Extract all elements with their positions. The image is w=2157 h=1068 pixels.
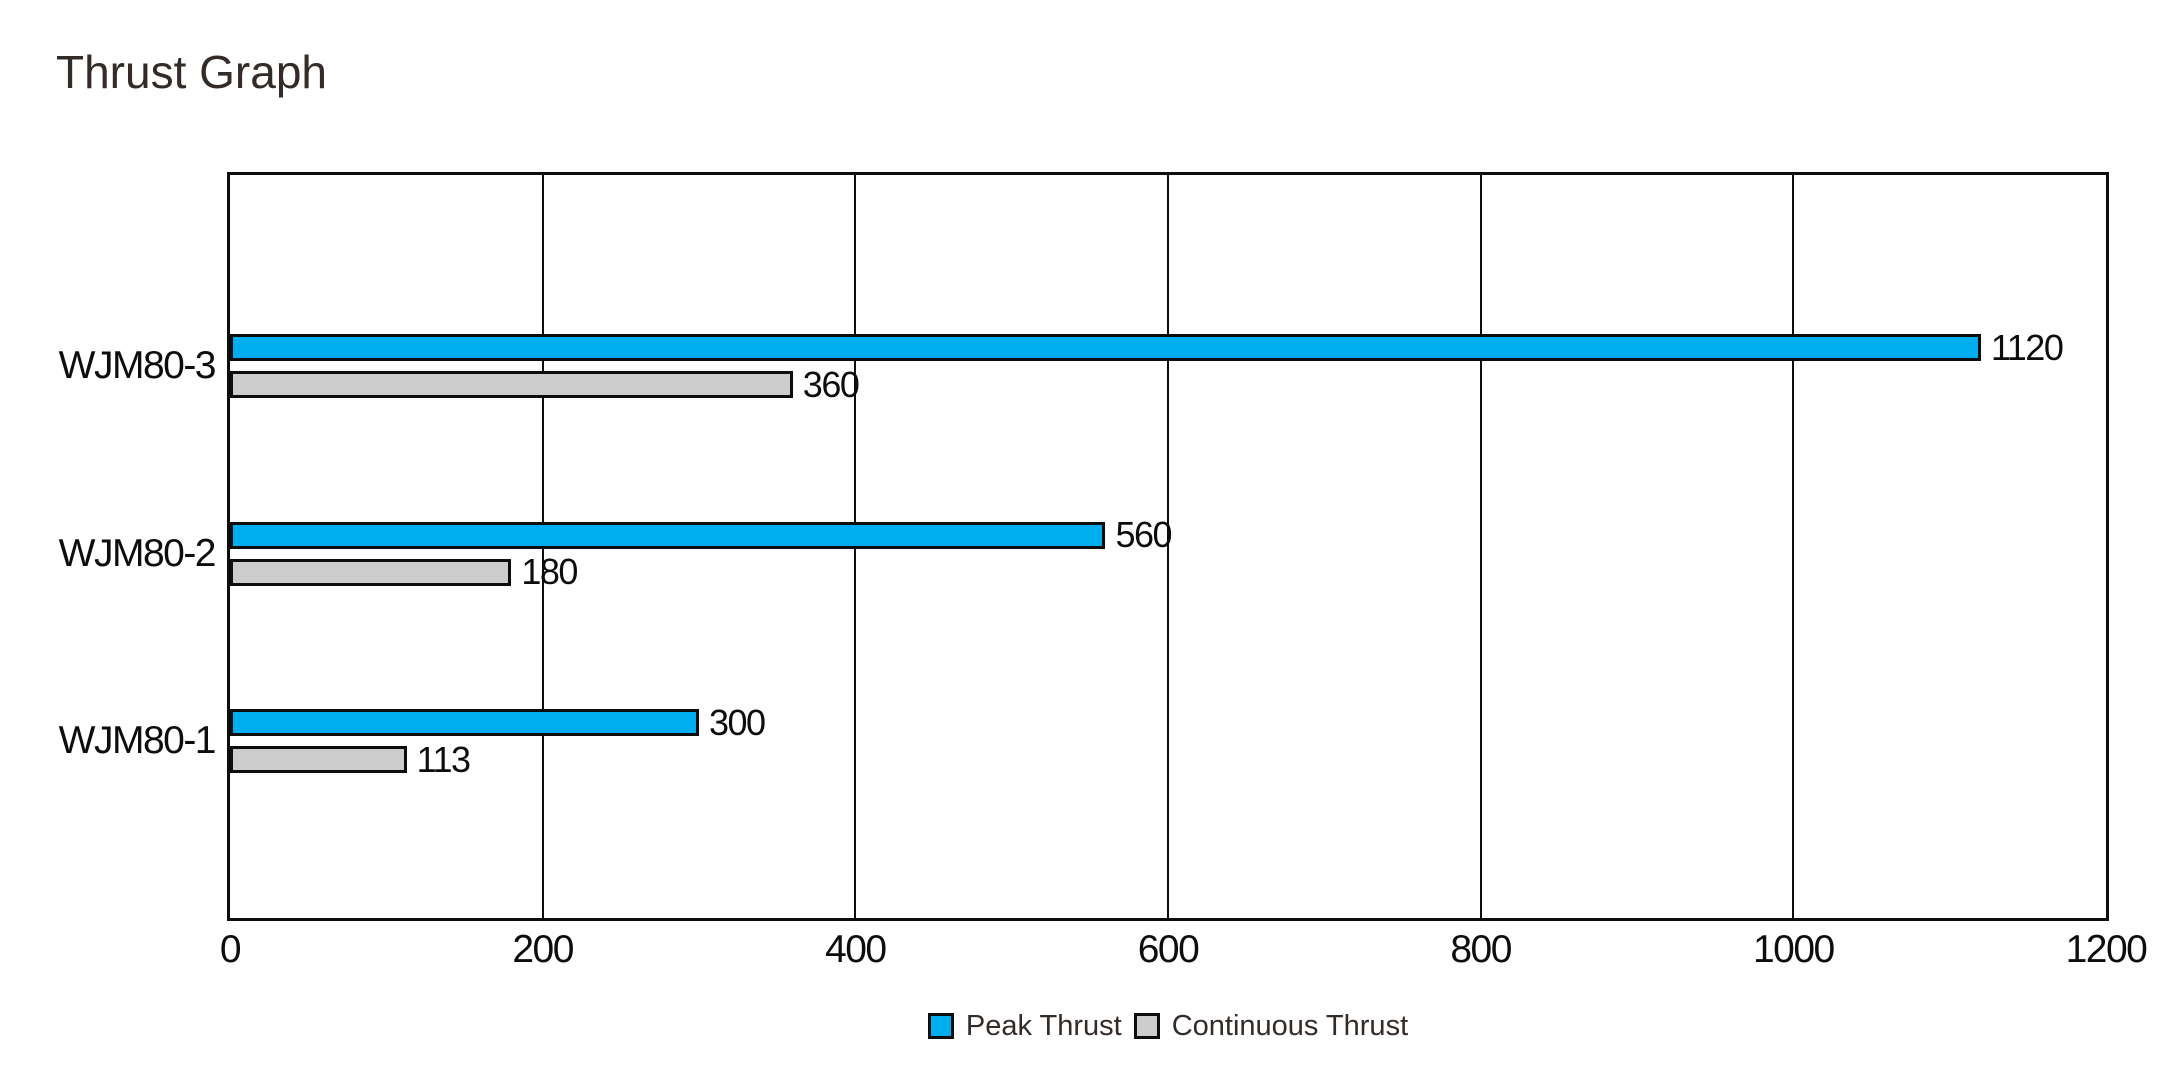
value-label: 560 bbox=[1115, 514, 1172, 555]
chart-title: Thrust Graph bbox=[56, 46, 327, 98]
value-label: 180 bbox=[521, 551, 578, 592]
legend-label: Continuous Thrust bbox=[1171, 1009, 1409, 1042]
category-axis-label: WJM80-3 bbox=[58, 344, 217, 387]
value-label: 113 bbox=[416, 738, 471, 780]
gridline bbox=[1167, 175, 1169, 918]
legend: Peak Thrust Continuous Thrust bbox=[227, 1002, 2109, 1050]
category-axis-label: WJM80-1 bbox=[58, 719, 217, 762]
bar-continuous-thrust bbox=[230, 746, 407, 773]
bar-continuous-thrust bbox=[230, 371, 793, 398]
legend-label: Peak Thrust bbox=[965, 1009, 1122, 1042]
value-label: 1120 bbox=[1990, 326, 2064, 368]
x-tick-label: 800 bbox=[1450, 928, 1512, 971]
x-tick-label: 1000 bbox=[1752, 928, 1835, 971]
category-axis-label: WJM80-2 bbox=[58, 531, 217, 575]
legend-swatch bbox=[1133, 1013, 1160, 1039]
bar-peak-thrust bbox=[230, 709, 699, 736]
bar-peak-thrust bbox=[230, 334, 1981, 361]
value-label: 360 bbox=[802, 363, 860, 405]
x-tick-label: 200 bbox=[512, 928, 574, 971]
plot-area: 300 113 560 180 1120 360 bbox=[227, 172, 2109, 921]
gridline bbox=[1479, 175, 1482, 918]
gridline bbox=[1792, 175, 1795, 918]
legend-swatch bbox=[927, 1013, 954, 1039]
bar-peak-thrust bbox=[230, 521, 1106, 549]
legend-item-continuous-thrust: Continuous Thrust bbox=[1133, 1009, 1409, 1043]
bar-continuous-thrust bbox=[230, 558, 512, 586]
x-tick-label: 400 bbox=[825, 928, 887, 971]
value-label: 300 bbox=[709, 701, 766, 743]
x-tick-label: 600 bbox=[1137, 928, 1200, 971]
legend-item-peak-thrust: Peak Thrust bbox=[927, 1009, 1122, 1043]
x-tick-label: 0 bbox=[219, 928, 242, 971]
x-tick-label: 1200 bbox=[2065, 928, 2148, 971]
